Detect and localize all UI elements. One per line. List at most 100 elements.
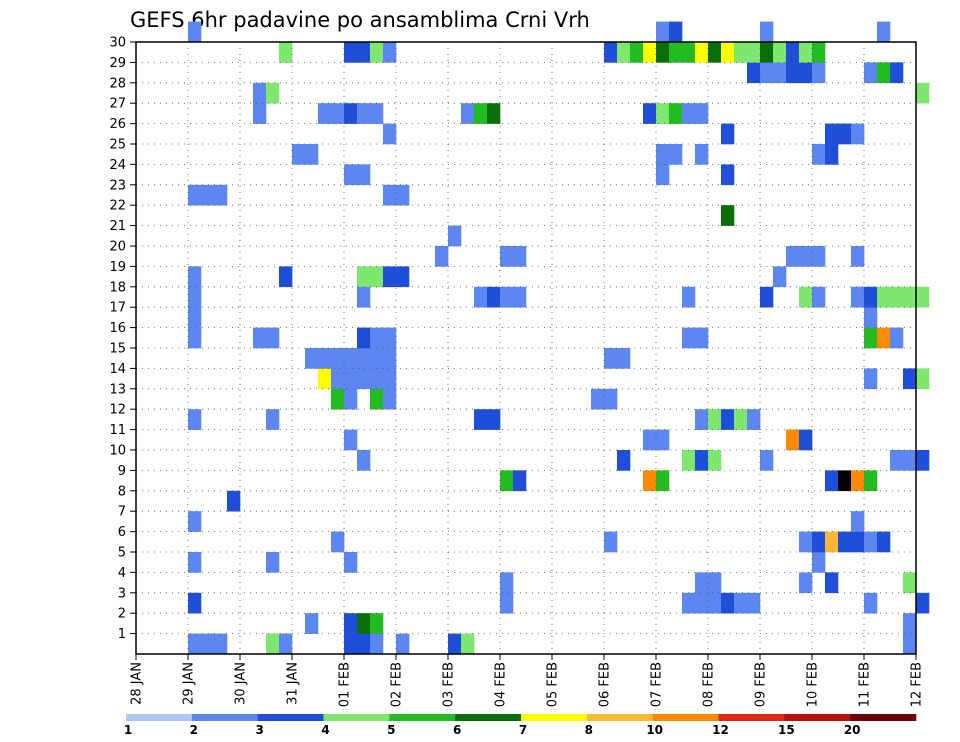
x-tick-label: 31 JAN (286, 662, 301, 705)
heatmap-cell (396, 633, 410, 655)
heatmap-cell (461, 103, 475, 124)
heatmap-cell (370, 327, 384, 349)
heatmap-cell (656, 21, 670, 43)
heatmap-cell (370, 42, 384, 63)
heatmap-cell (682, 286, 696, 308)
heatmap-cell (695, 592, 709, 614)
heatmap-cell (708, 572, 722, 594)
heatmap-cell (812, 246, 826, 267)
heatmap-cell (500, 246, 514, 267)
heatmap-cell (903, 572, 917, 594)
heatmap-cell (357, 348, 371, 369)
heatmap-cell (604, 388, 618, 410)
x-tick-label: 01 FEB (338, 662, 353, 707)
heatmap-cell (370, 368, 384, 390)
y-tick-label: 21 (109, 219, 126, 234)
legend-label: 6 (453, 723, 461, 737)
heatmap-cell (747, 42, 761, 63)
heatmap-cell (760, 42, 774, 63)
heatmap-cell (864, 307, 878, 328)
heatmap-cell (877, 21, 891, 43)
heatmap-cell (188, 511, 202, 532)
heatmap-cell (682, 592, 696, 614)
heatmap-cell (825, 572, 839, 594)
heatmap-cell (812, 42, 826, 63)
heatmap-cell (799, 572, 813, 594)
heatmap-cell (760, 450, 774, 471)
heatmap-cell (500, 572, 514, 594)
y-tick-label: 8 (118, 484, 126, 499)
heatmap-cell (695, 144, 709, 165)
x-tick-label: 05 FEB (546, 662, 561, 707)
heatmap-cell (188, 633, 202, 655)
heatmap-cell (799, 429, 813, 451)
heatmap-cell (864, 327, 878, 349)
heatmap-cell (266, 552, 280, 573)
heatmap-cell (318, 348, 332, 369)
heatmap-cell (721, 409, 735, 430)
heatmap-cell (266, 327, 280, 349)
heatmap-cell (669, 103, 683, 124)
x-tick-label: 03 FEB (442, 662, 457, 707)
heatmap-cell (916, 368, 930, 390)
heatmap-cell (318, 103, 332, 124)
heatmap-cell (877, 62, 891, 84)
y-tick-label: 3 (118, 586, 126, 601)
heatmap-cell (799, 246, 813, 267)
heatmap-cell (721, 123, 735, 145)
heatmap-cell (695, 103, 709, 124)
y-tick-label: 25 (109, 138, 126, 153)
heatmap-cells (188, 21, 930, 655)
heatmap-cell (669, 144, 683, 165)
heatmap-cell (864, 470, 878, 492)
heatmap-cell (344, 42, 358, 63)
heatmap-cell (188, 552, 202, 573)
legend-swatch (521, 714, 588, 721)
y-tick-label: 17 (109, 301, 126, 316)
heatmap-cell (201, 633, 215, 655)
heatmap-cell (773, 266, 787, 288)
heatmap-cell (890, 327, 904, 349)
heatmap-cell (903, 368, 917, 390)
legend-swatch (323, 714, 390, 721)
heatmap-cell (851, 511, 865, 532)
heatmap-cell (695, 572, 709, 594)
heatmap-cell (448, 225, 462, 247)
heatmap-cell (656, 164, 670, 186)
legend-swatch (389, 714, 456, 721)
legend-swatch (586, 714, 653, 721)
heatmap-cell (331, 531, 345, 553)
heatmap-cell (708, 409, 722, 430)
heatmap-cell (864, 531, 878, 553)
heatmap-cell (357, 164, 371, 186)
y-tick-label: 15 (109, 342, 126, 357)
heatmap-cell (604, 348, 618, 369)
legend-swatch (191, 714, 258, 721)
heatmap-cell (721, 205, 735, 226)
heatmap-cell (695, 450, 709, 471)
heatmap-cell (201, 184, 215, 206)
y-tick-label: 28 (109, 76, 126, 91)
heatmap-cell (370, 633, 384, 655)
y-tick-label: 29 (109, 56, 126, 71)
heatmap-cell (851, 470, 865, 492)
y-tick-label: 24 (109, 158, 126, 173)
heatmap-cell (643, 42, 657, 63)
heatmap-cell (851, 531, 865, 553)
heatmap-cell (344, 633, 358, 655)
heatmap-cell (838, 470, 852, 492)
heatmap-cell (799, 286, 813, 308)
heatmap-cell (487, 286, 501, 308)
heatmap-cell (188, 286, 202, 308)
heatmap-cell (903, 286, 917, 308)
heatmap-cell (916, 592, 930, 614)
heatmap-cell (344, 368, 358, 390)
heatmap-cell (344, 613, 358, 634)
heatmap-cell (266, 409, 280, 430)
heatmap-cell (734, 409, 748, 430)
heatmap-cell (370, 266, 384, 288)
heatmap-cell (721, 592, 735, 614)
heatmap-cell (695, 409, 709, 430)
color-legend: 1 2 3 4 5 6 7 8 10 12 15 20 (124, 714, 917, 737)
legend-label: 4 (321, 723, 329, 737)
